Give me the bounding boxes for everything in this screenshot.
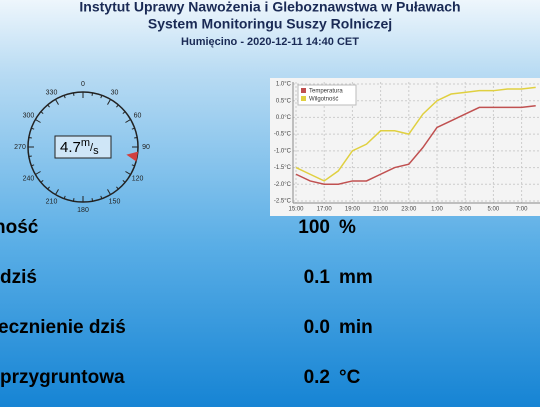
reading-label: ecznienie dziś [0, 317, 126, 338]
dial-tick [91, 198, 94, 202]
dial-tick [131, 164, 135, 167]
legend-label: Wilgotność [309, 97, 338, 103]
y-tick-label: 0.0°C [276, 115, 292, 121]
reading-label: ność [0, 217, 39, 238]
dial-label: 120 [132, 175, 144, 182]
dial-tick [28, 136, 32, 139]
dial-label: 30 [111, 89, 119, 96]
station: Humięcino - 2020-12-11 14:40 CET [181, 36, 359, 48]
title: Instytut Uprawy Nawożenia i Gleboznawstw… [79, 0, 460, 15]
dial-tick [31, 164, 35, 167]
wind-speed: 4.7m/s [60, 137, 99, 157]
dial-tick [131, 127, 135, 130]
reading-value: 0.2 [304, 367, 330, 388]
x-tick-label: 21:00 [373, 207, 389, 213]
dial-label: 60 [134, 112, 142, 119]
dial-tick [63, 95, 66, 99]
y-tick-label: -1.5°C [274, 165, 292, 171]
reading-unit: min [339, 317, 373, 338]
wind-unit-top: m [81, 137, 90, 149]
y-tick-label: 0.5°C [276, 98, 292, 104]
x-tick-label: 5:00 [488, 207, 500, 213]
dial-tick [100, 95, 103, 99]
dial-label: 0 [81, 81, 85, 88]
wind-direction [126, 151, 139, 162]
reading-label: dziś [0, 267, 37, 288]
dial-tick [125, 171, 131, 175]
wind-speed-value: 4.7 [60, 139, 81, 156]
y-tick-label: -1.0°C [274, 148, 292, 154]
dial-tick [55, 189, 59, 195]
compass: 4.7m/s 0 30 60 90 120 150 180 210 240 270 300 330 [14, 81, 150, 214]
dial-label: 210 [46, 198, 58, 205]
x-tick-label: 23:00 [401, 207, 417, 213]
dial-tick [35, 171, 41, 175]
dial-tick [72, 198, 75, 202]
reading-value: 0.1 [304, 267, 331, 288]
dial-tick [63, 195, 66, 199]
dial-tick [35, 119, 41, 123]
series-line [295, 104, 536, 186]
dial-tick [55, 99, 59, 105]
reading-label: przygruntowa [0, 367, 125, 388]
legend [297, 84, 357, 106]
y-tick-label: -2.0°C [274, 182, 292, 188]
dial-tick [100, 195, 103, 199]
dial-label: 150 [109, 198, 121, 205]
reading-unit: % [339, 217, 356, 238]
dial-tick [116, 104, 119, 108]
dial-label: 180 [77, 207, 89, 214]
dial-tick [122, 180, 126, 183]
speed-box [54, 135, 112, 159]
dial-tick [31, 127, 35, 130]
legend-swatch [301, 96, 306, 101]
dial-tick [122, 111, 126, 114]
x-tick-label: 1:00 [431, 207, 443, 213]
dial-label: 90 [142, 144, 150, 151]
dial-tick [47, 186, 50, 190]
subtitle: System Monitoringu Suszy Rolniczej [148, 16, 392, 32]
reading-value: 100 [298, 217, 330, 238]
reading-unit: °C [339, 367, 361, 388]
reading-unit: mm [339, 267, 373, 288]
x-tick-label: 15:00 [288, 207, 304, 213]
dial-tick [47, 104, 50, 108]
x-tick-label: 3:00 [459, 207, 471, 213]
x-tick-label: 19:00 [345, 207, 361, 213]
dial-tick [107, 189, 111, 195]
legend-label: Temperatura [309, 89, 343, 95]
legend-swatch [301, 88, 306, 93]
dial-tick [107, 99, 111, 105]
y-tick-label: 1.0°C [276, 82, 292, 88]
series-line [295, 86, 536, 182]
y-tick-label: -0.5°C [274, 132, 292, 138]
x-tick-label: 17:00 [317, 207, 333, 213]
reading-value: 0.0 [304, 317, 330, 338]
slash: / [90, 142, 94, 154]
dial-tick [40, 111, 44, 114]
dial-tick [40, 180, 44, 183]
dial-label: 330 [46, 89, 58, 96]
dial-tick [28, 155, 32, 158]
dial-tick [91, 92, 94, 96]
wind-unit-bottom: s [93, 145, 99, 157]
dial-label: 300 [23, 112, 35, 119]
dial-tick [125, 119, 131, 123]
y-tick-label: -2.5°C [274, 199, 292, 205]
dial-label: 270 [14, 144, 26, 151]
dial-tick [116, 186, 119, 190]
dial-tick [72, 92, 75, 96]
dial-label: 240 [23, 175, 35, 182]
readings: ność 100% dziś 0.1 mm ecznienie dziś 0.0 min prz… [0, 217, 373, 388]
dial-tick [134, 136, 138, 139]
x-tick-label: 7:00 [516, 207, 528, 213]
